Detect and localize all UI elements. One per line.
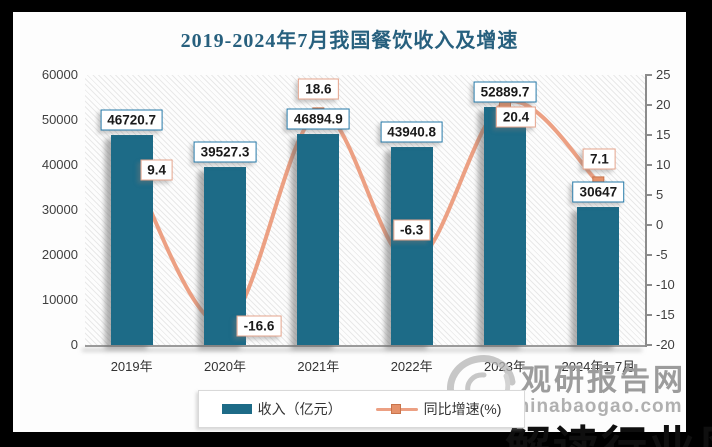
right-axis-tick-label: -5	[656, 247, 668, 262]
right-axis-tick-label: -10	[656, 277, 675, 292]
legend-item-growth: 同比增速(%)	[375, 399, 502, 419]
right-axis-tick	[645, 104, 652, 106]
growth-value-label: 18.6	[298, 78, 339, 100]
bar-swatch-icon	[221, 404, 252, 414]
left-axis-tick-label: 0	[70, 337, 78, 352]
left-axis-tick-label: 20000	[41, 247, 78, 262]
right-axis-tick	[645, 254, 652, 256]
revenue-bar	[297, 133, 340, 345]
right-axis-tick	[645, 284, 652, 286]
left-axis-tick-label: 10000	[41, 292, 78, 307]
watermark-site-url: chinabaogao.com	[506, 396, 683, 417]
right-axis-tick-label: 10	[656, 157, 671, 172]
right-axis-tick	[645, 74, 652, 76]
right-axis-line	[645, 75, 647, 347]
legend-label-growth: 同比增速(%)	[423, 401, 502, 417]
right-axis-tick	[645, 344, 652, 346]
right-axis-tick	[645, 194, 652, 196]
line-marker-swatch-icon	[375, 403, 418, 415]
legend-label-revenue: 收入（亿元）	[257, 401, 342, 417]
right-axis-tick-label: 0	[656, 217, 664, 232]
growth-value-label: 9.4	[140, 159, 174, 181]
revenue-bar	[390, 147, 433, 345]
x-axis-category-label: 2020年	[204, 359, 246, 374]
bar-value-label: 46720.7	[100, 109, 164, 131]
right-axis-tick	[645, 164, 652, 166]
growth-value-label: -16.6	[236, 315, 282, 337]
left-axis-tick-label: 30000	[41, 202, 78, 217]
growth-line	[125, 96, 605, 331]
right-axis-tick-label: -15	[656, 307, 675, 322]
growth-value-label: -6.3	[393, 219, 431, 241]
growth-value-label: 20.4	[495, 106, 537, 128]
left-axis-tick-label: 60000	[41, 67, 78, 82]
right-axis-tick	[645, 134, 652, 136]
bar-value-label: 30647	[572, 181, 625, 203]
chart-title: 2019-2024年7月我国餐饮收入及增速	[180, 30, 519, 52]
bar-value-label: 43940.8	[380, 121, 444, 143]
legend: 收入（亿元） 同比增速(%)	[198, 390, 525, 428]
x-axis-category-label: 2019年	[110, 359, 153, 374]
bar-value-label: 52889.7	[473, 81, 537, 103]
left-axis-tick-label: 40000	[41, 157, 78, 172]
x-axis-category-label: 2021年	[297, 359, 340, 374]
right-axis-tick-label: 25	[656, 67, 671, 82]
x-axis-category-label: 2022年	[390, 359, 433, 374]
revenue-bar	[484, 106, 526, 345]
revenue-bar	[577, 207, 620, 345]
legend-item-revenue: 收入（亿元）	[221, 399, 342, 419]
bar-value-label: 39527.3	[193, 141, 257, 163]
right-axis-tick	[645, 224, 652, 226]
right-axis-tick-label: 5	[656, 187, 664, 202]
watermark-bottom-clipped-text: 解读行业风向标	[505, 412, 712, 447]
right-axis-tick-label: 20	[656, 97, 671, 112]
plot-area	[85, 75, 645, 345]
growth-value-label: 7.1	[582, 148, 616, 170]
bar-value-label: 46894.9	[286, 108, 350, 130]
watermark-site-name: 观研报告网	[521, 364, 686, 397]
right-axis-tick-label: 15	[656, 127, 671, 142]
right-axis-tick-label: -20	[656, 337, 675, 352]
x-axis-line	[85, 345, 645, 347]
x-axis-category-label: 2024年1-7月	[561, 359, 636, 374]
right-axis-tick	[645, 314, 652, 316]
left-axis-tick-label: 50000	[41, 112, 78, 127]
